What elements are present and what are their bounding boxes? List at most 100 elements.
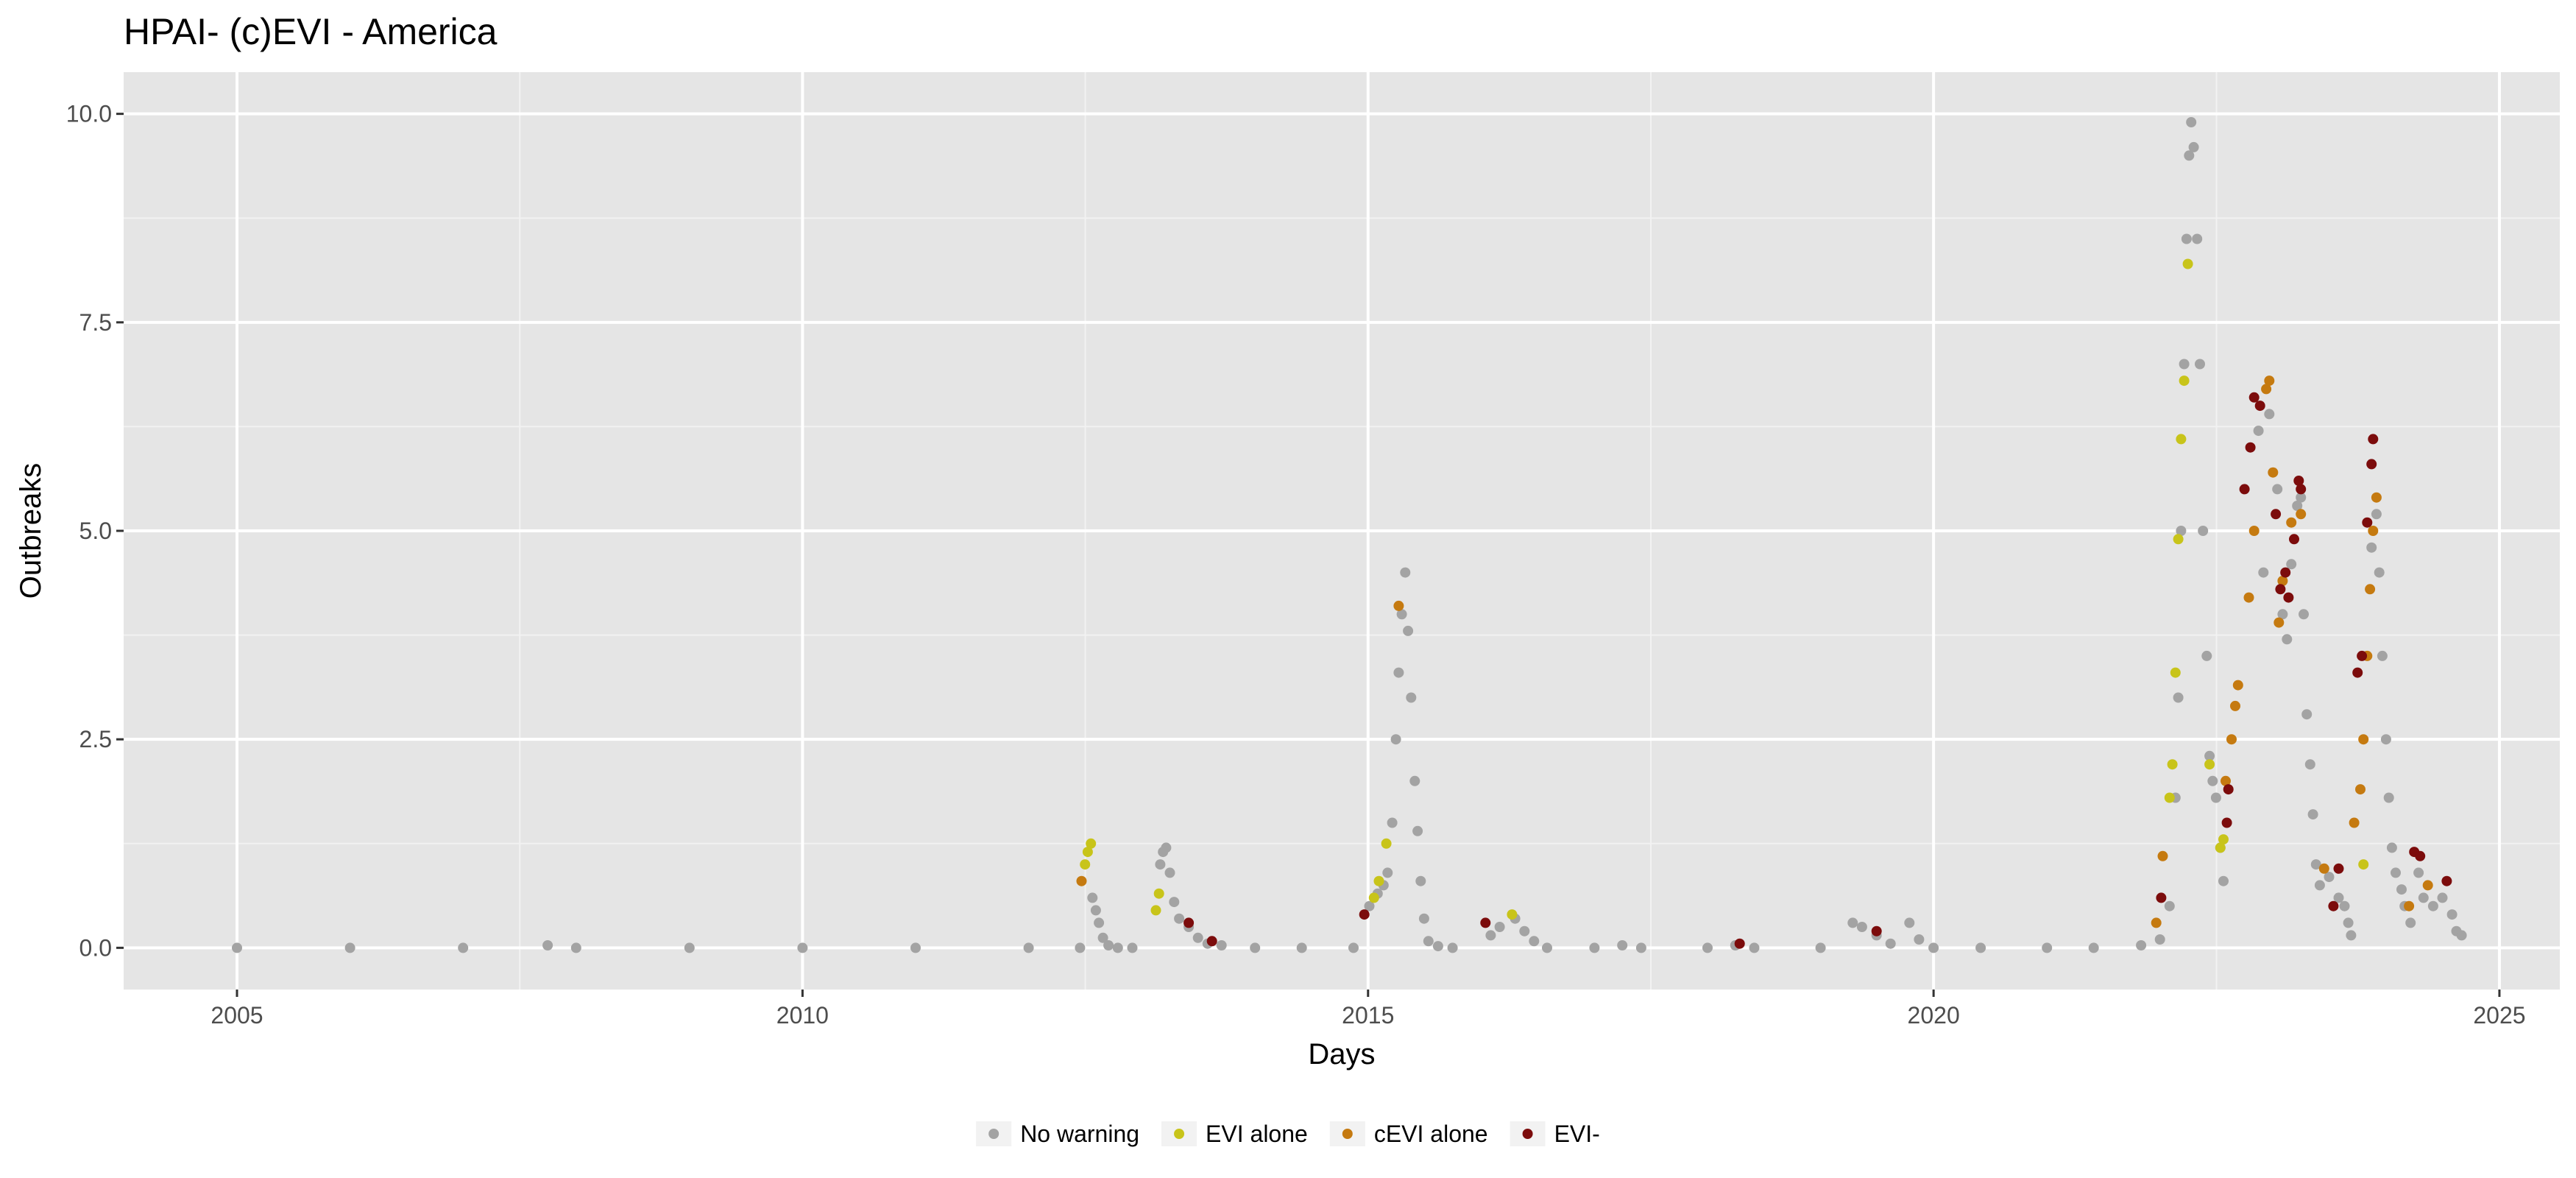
data-point	[1373, 875, 1384, 886]
data-point	[2176, 526, 2187, 536]
legend-label: EVI-	[1554, 1121, 1600, 1147]
data-point	[2377, 650, 2388, 661]
data-point	[2333, 892, 2344, 903]
y-tick-label: 10.0	[66, 101, 112, 127]
data-point	[1480, 917, 1491, 928]
x-tick-label: 2025	[2473, 1002, 2525, 1029]
minor-gridlines	[124, 72, 2560, 990]
data-point	[2207, 775, 2218, 786]
data-point	[2437, 892, 2448, 903]
data-point	[1087, 892, 1098, 903]
data-point	[2170, 667, 2181, 678]
data-point	[2286, 517, 2297, 528]
data-point	[2157, 850, 2168, 861]
data-point	[458, 942, 469, 953]
data-point	[2188, 141, 2199, 152]
x-tick-label: 2020	[1908, 1002, 1960, 1029]
data-point	[2261, 384, 2272, 395]
data-point	[2173, 692, 2184, 703]
data-point	[1885, 938, 1896, 949]
data-point	[2253, 426, 2264, 437]
data-point	[1904, 917, 1915, 928]
data-point	[2299, 609, 2309, 620]
data-point	[1368, 892, 1379, 903]
data-point	[2358, 734, 2369, 745]
data-point	[2371, 509, 2382, 520]
data-point	[2304, 759, 2315, 770]
data-point	[2226, 734, 2237, 745]
data-point	[2195, 359, 2205, 370]
data-point	[2343, 917, 2354, 928]
data-point	[1485, 930, 1496, 941]
data-point	[797, 942, 808, 953]
data-point	[2277, 609, 2288, 620]
data-point	[2248, 392, 2260, 403]
data-point	[1412, 825, 1423, 836]
data-point	[1418, 913, 1429, 924]
data-points	[232, 117, 2467, 953]
data-point	[1507, 909, 1518, 920]
data-point	[2230, 700, 2240, 711]
data-point	[2396, 884, 2407, 895]
data-point	[2371, 492, 2382, 503]
legend-label: EVI alone	[1206, 1121, 1308, 1147]
data-point	[2413, 867, 2424, 878]
data-point	[2248, 526, 2260, 536]
data-point	[2271, 509, 2282, 520]
data-point	[1382, 867, 1393, 878]
data-point	[2264, 409, 2275, 420]
data-point	[2218, 834, 2229, 845]
data-point	[1403, 625, 1414, 636]
data-point	[684, 942, 695, 953]
data-point	[1155, 859, 1166, 870]
data-point	[2167, 759, 2178, 770]
legend: No warning EVI alone cEVI alone EVI-	[976, 1121, 1600, 1147]
data-point	[1169, 897, 1180, 908]
data-point	[2154, 934, 2165, 945]
data-point	[1174, 913, 1185, 924]
data-point	[2184, 150, 2195, 161]
data-point	[2365, 584, 2376, 595]
data-point	[2293, 476, 2304, 486]
data-point	[1080, 859, 1091, 870]
data-point	[2179, 359, 2190, 370]
data-point	[1542, 942, 1552, 953]
data-point	[2223, 784, 2234, 795]
data-point	[1815, 942, 1826, 953]
major-gridlines	[124, 72, 2560, 990]
data-point	[1432, 941, 1443, 952]
legend-marker	[1174, 1129, 1185, 1139]
data-point	[1702, 942, 1713, 953]
data-point	[1364, 900, 1375, 911]
data-point	[1094, 917, 1105, 928]
data-point	[1161, 842, 1172, 853]
data-point	[1393, 667, 1404, 678]
data-point	[2156, 892, 2167, 903]
data-point	[1086, 838, 1097, 849]
data-point	[2164, 900, 2175, 911]
data-point	[2151, 917, 2162, 928]
data-point	[1396, 609, 1407, 620]
data-point	[1734, 938, 1745, 949]
data-point	[2324, 872, 2335, 883]
data-point	[2296, 509, 2307, 520]
data-point	[1494, 922, 1505, 932]
data-point	[1928, 942, 1939, 953]
data-point	[542, 940, 553, 950]
legend-marker	[1522, 1129, 1533, 1139]
data-point	[2368, 434, 2379, 445]
data-point	[1856, 922, 1867, 932]
data-point	[2368, 526, 2379, 536]
y-tick-label: 0.0	[79, 934, 112, 961]
data-point	[2232, 680, 2243, 691]
data-point	[2314, 880, 2325, 891]
x-axis-title: Days	[1308, 1038, 1375, 1071]
data-point	[1635, 942, 1646, 953]
y-tick-label: 5.0	[79, 518, 112, 544]
data-point	[1447, 942, 1458, 953]
legend-item: EVI-	[1510, 1121, 1600, 1147]
data-point	[1216, 940, 1227, 950]
data-point	[1415, 875, 1426, 886]
data-point	[2210, 792, 2221, 803]
data-point	[2296, 484, 2307, 495]
